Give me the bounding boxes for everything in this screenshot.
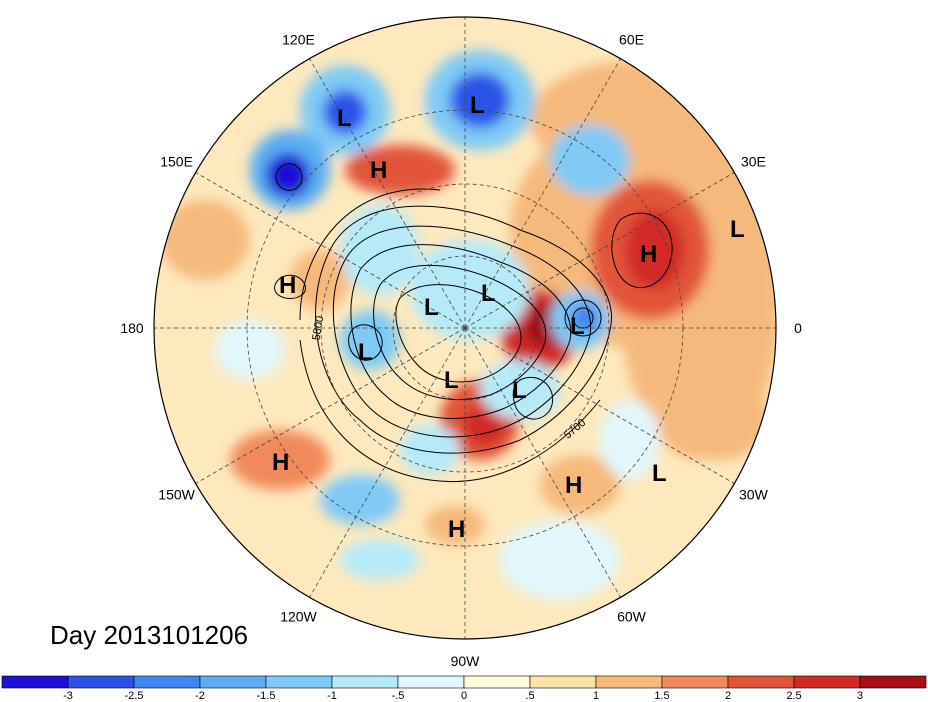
cool-caribbean	[500, 520, 620, 600]
pressure-high-label: H	[565, 472, 582, 499]
warm-bering	[290, 250, 350, 310]
pressure-low-label: L	[337, 105, 352, 132]
longitude-labels: 90E 60E 30E 0 30W 60W 90W 120W 150W 180 150E 120E	[120, 0, 802, 669]
warm-east-atlantic	[670, 380, 770, 460]
colorbar-swatch	[595, 675, 663, 689]
cool-ural	[550, 125, 630, 195]
warm-pacific-ne	[230, 430, 330, 490]
height-contours	[274, 163, 673, 482]
colorbar-swatch	[67, 675, 135, 689]
cool-pacific-nw	[320, 475, 400, 525]
meridian-line	[464, 327, 621, 598]
colorbar-swatch	[199, 675, 267, 689]
longitude-label: 0	[794, 320, 802, 336]
colorbar-tick-label: 2.5	[786, 690, 801, 702]
colorbar-swatch	[1, 675, 69, 689]
pressure-low-label: L	[512, 377, 527, 404]
meridian-line	[309, 58, 466, 329]
colorbar-tick-label: 2	[725, 690, 731, 702]
colorbar-swatch	[331, 675, 399, 689]
pressure-low-label: L	[481, 280, 496, 307]
meridian-line	[195, 172, 466, 329]
colorbar-tick-label: -2.5	[125, 690, 144, 702]
longitude-label: 120E	[282, 32, 315, 48]
warm-atlantic	[540, 455, 620, 515]
colorbar-swatch	[397, 675, 465, 689]
colorbar-swatch	[661, 675, 729, 689]
colorbar-tick-label: .5	[525, 690, 534, 702]
contour-label-5800: 5800	[310, 315, 326, 341]
warm-pacific-west	[160, 200, 250, 280]
colorbar-swatch	[727, 675, 795, 689]
pressure-high-label: H	[640, 241, 657, 268]
pressure-high-label: H	[279, 272, 296, 299]
cool-scandinavia-core	[570, 303, 600, 333]
longitude-label: 150E	[160, 154, 193, 170]
warm-gulf	[425, 505, 485, 545]
meridian-line	[464, 172, 735, 329]
cool-alaska	[340, 310, 400, 370]
colorbar-swatch	[859, 675, 927, 689]
cool-pacific-mid	[215, 320, 285, 380]
pressure-low-label: L	[652, 460, 667, 487]
colorbar: -3 -2.5 -2 -1.5 -1 -.5 0 .5 1 1.5 2 2.5 3	[1, 675, 927, 702]
cool-mexico	[340, 540, 420, 580]
cool-baffin	[480, 360, 560, 420]
pressure-system-labels: L L H H L H L L L L L L H H L H	[272, 92, 745, 543]
longitude-label: 30W	[739, 487, 769, 503]
longitude-label: 180	[120, 320, 144, 336]
longitude-label: 60E	[619, 32, 644, 48]
pressure-low-label: L	[444, 367, 459, 394]
pressure-high-label: H	[448, 516, 465, 543]
colorbar-tick-label: 1	[593, 690, 599, 702]
colorbar-tick-label: 1.5	[654, 690, 669, 702]
colorbar-tick-label: 0	[461, 690, 467, 702]
meridian-line	[464, 327, 735, 484]
pressure-low-label: L	[730, 216, 745, 243]
colorbar-swatch	[529, 675, 597, 689]
colorbar-tick-label: -2	[195, 690, 205, 702]
pressure-high-label: H	[370, 157, 387, 184]
colorbar-tick-label: 3	[857, 690, 863, 702]
longitude-label: 120W	[280, 608, 317, 624]
longitude-label: 90E	[453, 0, 478, 3]
meridian-line	[464, 58, 621, 329]
cool-canada	[400, 425, 460, 475]
warm-siberia	[345, 145, 455, 195]
colorbar-tick-label: -1.5	[257, 690, 276, 702]
longitude-label: 90W	[451, 653, 481, 669]
pressure-low-label: L	[570, 313, 585, 340]
colorbar-tick-label: -.5	[392, 690, 405, 702]
colorbar-swatch	[265, 675, 333, 689]
colorbar-swatch	[463, 675, 531, 689]
pressure-low-label: L	[358, 339, 373, 366]
map-boundary	[153, 16, 777, 640]
pressure-low-label: L	[424, 294, 439, 321]
longitude-label: 150W	[158, 487, 195, 503]
day-label: Day 2013101206	[50, 620, 249, 650]
pressure-high-label: H	[272, 449, 289, 476]
meridians	[154, 17, 776, 639]
colorbar-swatch	[133, 675, 201, 689]
warm-peak-europe	[625, 210, 685, 290]
longitude-label: 60W	[617, 608, 647, 624]
pressure-low-label: L	[470, 92, 485, 119]
colorbar-swatch	[793, 675, 861, 689]
meridian-line	[309, 327, 466, 598]
colorbar-tick-label: -3	[63, 690, 73, 702]
meridian-line	[195, 327, 466, 484]
longitude-label: 30E	[741, 154, 766, 170]
cool-atlantic	[600, 400, 660, 480]
colorbar-tick-label: -1	[327, 690, 337, 702]
anomaly-field	[154, 17, 776, 639]
